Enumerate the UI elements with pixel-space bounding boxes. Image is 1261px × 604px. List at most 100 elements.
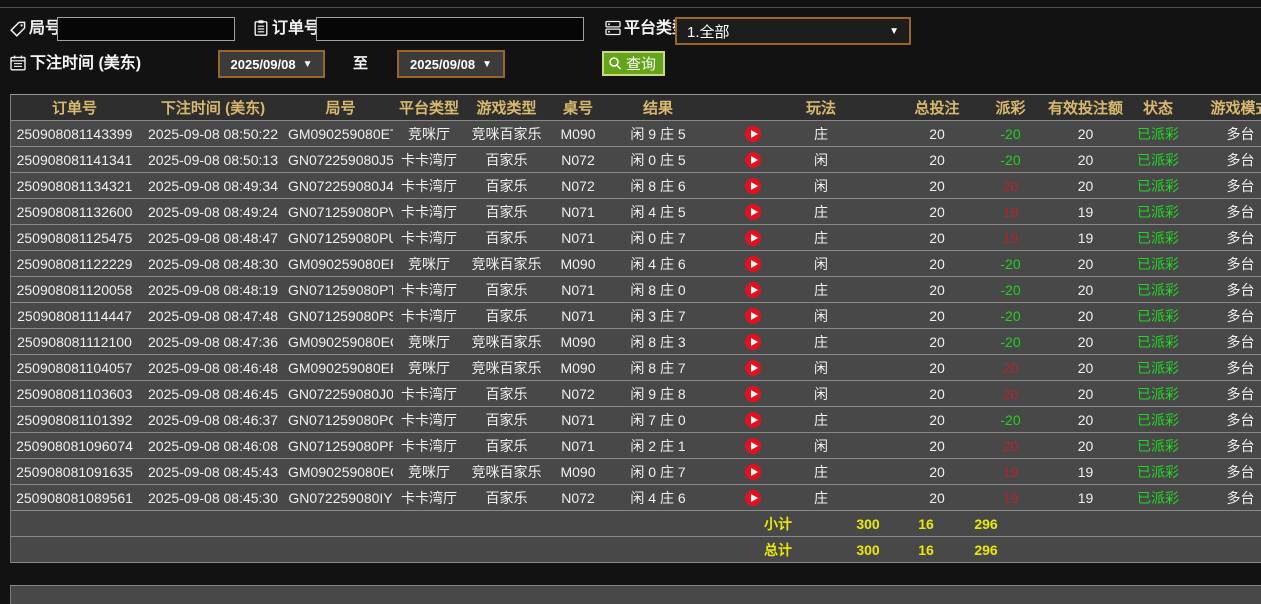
cell-result: 闲 0 庄 7 <box>608 224 708 251</box>
col-header-6: 桌号 <box>548 94 608 121</box>
cell-result: 闲 0 庄 5 <box>608 146 708 173</box>
cell-platform: 卡卡湾厅 <box>393 224 465 251</box>
col-header-12: 有效投注额 <box>1043 94 1128 121</box>
cell-table_no: M090 <box>548 458 608 485</box>
cell-result: 闲 8 庄 7 <box>608 354 708 381</box>
cell-game_type: 竞咪百家乐 <box>465 458 548 485</box>
cell-total_bet: 20 <box>868 198 978 225</box>
cell-play <box>708 380 798 407</box>
cell-payout: -20 <box>978 146 1043 173</box>
date-to-picker[interactable]: 2025/09/08 ▼ <box>397 50 505 78</box>
cell-table_no: N071 <box>548 406 608 433</box>
cell-payout: 20 <box>978 432 1043 459</box>
table-row: 250908081132600 2025-09-08 08:49:24 GN0712… <box>11 198 1261 225</box>
cell-platform: 竞咪厅 <box>393 458 465 485</box>
play-replay-button[interactable] <box>745 152 761 169</box>
col-header-14: 游戏模式 <box>1188 94 1261 121</box>
cell-result: 闲 3 庄 7 <box>608 302 708 329</box>
table-row: 250908081125475 2025-09-08 08:48:47 GN0712… <box>11 224 1261 251</box>
cell-bet_on: 庄 <box>798 484 868 511</box>
cell-table_no: N071 <box>548 276 608 303</box>
cell-valid_bet: 20 <box>1043 276 1128 303</box>
cell-total_bet: 20 <box>868 380 978 407</box>
game-number-input[interactable] <box>57 17 235 41</box>
cell-order: 250908081134321 <box>11 172 138 199</box>
cell-order: 250908081125475 <box>11 224 138 251</box>
records-table: 订单号 下注时间 (美东) 局号 平台类型 游戏类型 桌号 结果 玩法 总投注 派彩 有效投注额 状态… <box>10 94 1261 563</box>
total-valid-bet: 296 <box>974 542 998 558</box>
cell-game_no: GM090259080ET <box>288 120 393 147</box>
cell-valid_bet: 20 <box>1043 328 1128 355</box>
cell-table_no: M090 <box>548 120 608 147</box>
date-from-picker[interactable]: 2025/09/08 ▼ <box>218 50 325 78</box>
cell-game_no: GN072259080J5 <box>288 146 393 173</box>
cell-game_type: 竞咪百家乐 <box>465 354 548 381</box>
cell-valid_bet: 19 <box>1043 198 1128 225</box>
cell-platform: 卡卡湾厅 <box>393 172 465 199</box>
play-replay-button[interactable] <box>745 230 761 247</box>
play-replay-button[interactable] <box>745 282 761 299</box>
cell-game_no: GN072259080J4 <box>288 172 393 199</box>
play-replay-button[interactable] <box>745 438 761 455</box>
col-header-5: 游戏类型 <box>465 94 548 121</box>
date-to-value: 2025/09/08 <box>410 56 476 72</box>
cell-order: 250908081143399 <box>11 120 138 147</box>
play-replay-button[interactable] <box>745 178 761 195</box>
total-row: 总计 300 16 296 <box>11 536 1261 563</box>
play-replay-button[interactable] <box>745 204 761 221</box>
cell-total_bet: 20 <box>868 276 978 303</box>
cell-payout: -20 <box>978 120 1043 147</box>
cell-total_bet: 20 <box>868 250 978 277</box>
play-replay-button[interactable] <box>745 490 761 507</box>
cell-order: 250908081103603 <box>11 380 138 407</box>
play-replay-button[interactable] <box>745 334 761 351</box>
cell-time: 2025-09-08 08:48:30 <box>138 250 288 277</box>
cell-payout: -20 <box>978 302 1043 329</box>
play-replay-button[interactable] <box>745 360 761 377</box>
subtotal-total-bet: 300 <box>856 516 880 532</box>
cell-valid_bet: 20 <box>1043 354 1128 381</box>
cell-bet_on: 闲 <box>798 302 868 329</box>
chevron-down-icon: ▼ <box>889 25 899 37</box>
cell-status: 已派彩 <box>1128 198 1188 225</box>
table-row: 250908081134321 2025-09-08 08:49:34 GN0722… <box>11 172 1261 199</box>
server-icon <box>604 19 622 37</box>
cell-game_no: GN072259080IY <box>288 484 393 511</box>
platform-type-select[interactable]: 1.全部 ▼ <box>675 17 911 45</box>
cell-bet_on: 闲 <box>798 354 868 381</box>
cell-status: 已派彩 <box>1128 224 1188 251</box>
cell-mode: 多台 <box>1188 224 1261 251</box>
total-total-bet: 300 <box>856 542 880 558</box>
cell-status: 已派彩 <box>1128 484 1188 511</box>
cell-total_bet: 20 <box>868 302 978 329</box>
play-replay-button[interactable] <box>745 308 761 325</box>
cell-bet_on: 庄 <box>798 120 868 147</box>
search-icon <box>608 56 623 71</box>
cell-time: 2025-09-08 08:47:48 <box>138 302 288 329</box>
cell-game_no: GM090259080EO <box>288 458 393 485</box>
cell-order: 250908081104057 <box>11 354 138 381</box>
cell-total_bet: 20 <box>868 328 978 355</box>
cell-game_type: 百家乐 <box>465 224 548 251</box>
cell-bet_on: 庄 <box>798 458 868 485</box>
cell-bet_on: 闲 <box>798 432 868 459</box>
play-replay-button[interactable] <box>745 256 761 273</box>
cell-payout: 20 <box>978 172 1043 199</box>
cell-game_type: 百家乐 <box>465 380 548 407</box>
cell-play <box>708 328 798 355</box>
order-number-input[interactable] <box>316 17 584 41</box>
clipboard-icon <box>252 19 270 37</box>
table-row: 250908081143399 2025-09-08 08:50:22 GM0902… <box>11 120 1261 147</box>
cell-status: 已派彩 <box>1128 354 1188 381</box>
cell-total_bet: 20 <box>868 120 978 147</box>
play-replay-button[interactable] <box>745 412 761 429</box>
cell-mode: 多台 <box>1188 484 1261 511</box>
cell-time: 2025-09-08 08:45:43 <box>138 458 288 485</box>
cell-total_bet: 20 <box>868 458 978 485</box>
play-replay-button[interactable] <box>745 126 761 143</box>
cell-game_no: GN071259080PQ <box>288 406 393 433</box>
play-replay-button[interactable] <box>745 386 761 403</box>
query-button[interactable]: 查询 <box>602 51 666 76</box>
play-replay-button[interactable] <box>745 464 761 481</box>
cell-order: 250908081141341 <box>11 146 138 173</box>
